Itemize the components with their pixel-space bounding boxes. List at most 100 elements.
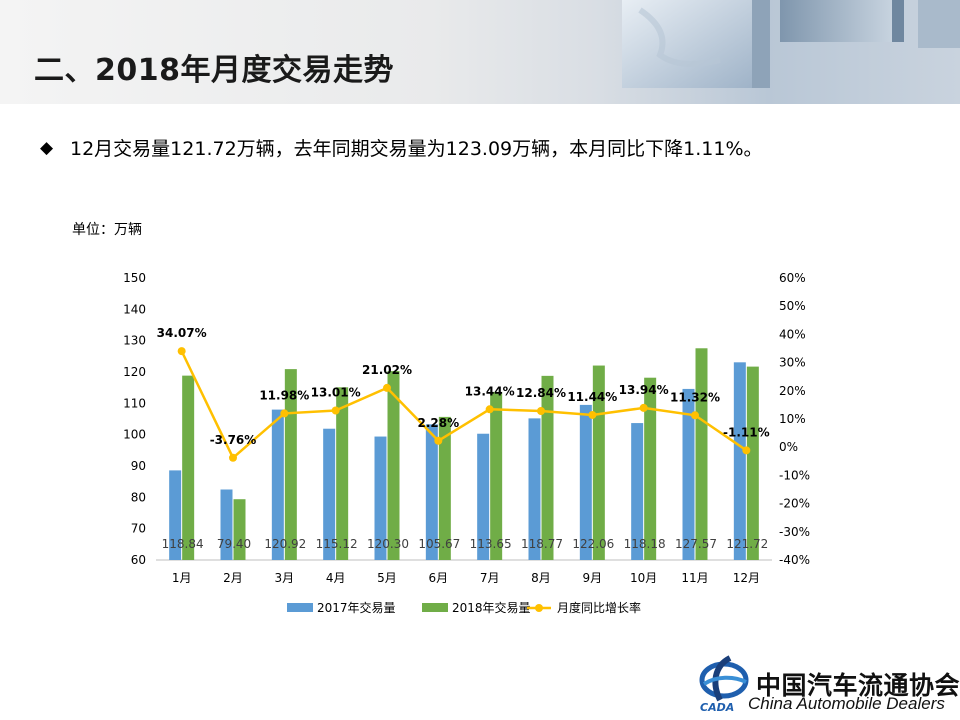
growth-point	[177, 347, 186, 356]
legend-swatch	[287, 603, 313, 612]
right-tick-label: 50%	[779, 299, 806, 313]
growth-point	[742, 446, 751, 455]
logo-text-cn: 中国汽车流通协会	[756, 671, 960, 700]
growth-point	[434, 436, 443, 445]
growth-line-path	[180, 350, 748, 460]
bar-2017	[528, 418, 541, 560]
growth-label: 13.44%	[465, 384, 515, 398]
bar-2017	[374, 436, 387, 560]
category-label: 11月	[681, 571, 708, 585]
right-tick-label: -40%	[779, 553, 810, 567]
right-tick-label: 0%	[779, 440, 798, 454]
bar-2018	[746, 366, 759, 560]
growth-point	[383, 383, 391, 392]
growth-labels: 34.07% -3.76% 11.98% 13.01%21.02% 2.28% 13.44…	[157, 326, 770, 447]
growth-point	[485, 405, 494, 414]
bar-value-label: 118.84	[162, 537, 204, 551]
bar-value-label: 120.92	[264, 537, 306, 551]
bar-2018	[490, 391, 503, 560]
left-tick-label: 130	[123, 334, 146, 348]
legend-label: 2018年交易量	[452, 600, 531, 615]
left-tick-label: 70	[131, 522, 146, 536]
right-tick-label: -10%	[779, 468, 810, 482]
bar-2017	[477, 433, 490, 560]
bar-2018	[695, 348, 708, 560]
growth-label: 2.28%	[418, 416, 460, 430]
bar-2017	[631, 423, 644, 560]
cada-logo-icon: CADA	[699, 655, 749, 714]
bar-2018	[182, 375, 195, 560]
category-label: 1月	[172, 571, 192, 585]
logo-text-en: China Automobile Dealers	[748, 694, 945, 713]
growth-point	[691, 411, 699, 420]
category-label: 8月	[531, 571, 551, 585]
growth-label: -1.11%	[723, 425, 770, 439]
bar-value-label: 115.12	[316, 537, 358, 551]
bar-2017	[220, 489, 233, 560]
growth-label: -3.76%	[210, 433, 257, 447]
bar-2017	[425, 424, 438, 560]
right-tick-label: 10%	[779, 412, 806, 426]
growth-label: 11.98%	[259, 388, 309, 402]
bar-2018	[644, 377, 657, 560]
category-label: 9月	[583, 571, 603, 585]
left-tick-label: 150	[123, 271, 146, 285]
header-decoration	[622, 0, 960, 88]
left-tick-label: 110	[123, 396, 146, 410]
right-tick-label: -30%	[779, 525, 810, 539]
legend: 2017年交易量 2018年交易量 月度同比增长率	[287, 600, 641, 615]
bar-value-label: 127.57	[675, 537, 717, 551]
bar-2017	[323, 428, 336, 560]
bar-value-label: 113.65	[470, 537, 512, 551]
right-tick-label: 30%	[779, 356, 806, 370]
bar-value-label: 122.06	[572, 537, 614, 551]
category-label: 6月	[429, 571, 449, 585]
bar-2018	[284, 369, 297, 560]
growth-label: 34.07%	[157, 326, 207, 340]
bar-value-label: 120.30	[367, 537, 409, 551]
category-label: 2月	[223, 571, 243, 585]
bar-2018	[233, 499, 246, 560]
bar-2018	[438, 416, 451, 560]
growth-point	[280, 409, 289, 418]
left-tick-label: 60	[131, 553, 146, 567]
left-axis-ticks: 60 70 80 90 100 110 120 130 140 150	[123, 271, 146, 567]
right-tick-label: 20%	[779, 384, 806, 398]
right-tick-label: 60%	[779, 271, 806, 285]
bullet-icon: ◆	[40, 138, 54, 158]
bar-value-label: 105.67	[418, 537, 460, 551]
bar-2017	[169, 470, 182, 560]
right-axis-ticks: -40% -30% -20% -10% 0% 10% 20% 30% 40% 50% 60%	[779, 271, 810, 567]
growth-line	[177, 347, 751, 462]
summary-text: 12月交易量121.72万辆，去年同期交易量为123.09万辆，本月同比下降1.…	[70, 138, 763, 160]
growth-label: 13.94%	[619, 383, 669, 397]
category-label: 7月	[480, 571, 500, 585]
bar-2018	[336, 387, 349, 560]
legend-swatch	[422, 603, 448, 612]
growth-point	[229, 453, 237, 462]
bar-2017	[579, 404, 592, 560]
category-label: 10月	[630, 571, 657, 585]
right-tick-label: 40%	[779, 327, 806, 341]
category-label: 3月	[275, 571, 295, 585]
growth-point	[537, 406, 545, 415]
header-banner	[0, 0, 960, 104]
legend-marker	[535, 604, 543, 612]
left-tick-label: 140	[123, 302, 146, 316]
bar-2017	[682, 388, 695, 560]
left-tick-label: 120	[123, 365, 146, 379]
category-label: 5月	[377, 571, 397, 585]
growth-label: 11.32%	[670, 390, 720, 404]
logo-mark: CADA	[700, 701, 734, 714]
legend-label: 月度同比增长率	[557, 600, 641, 615]
bar-2017	[271, 409, 284, 560]
bar-2018	[541, 375, 554, 560]
growth-point	[331, 406, 340, 415]
bar-2017	[733, 362, 746, 560]
bar-value-label: 121.72	[726, 537, 768, 551]
growth-label: 12.84%	[516, 386, 566, 400]
growth-label: 11.44%	[567, 390, 617, 404]
growth-point	[639, 403, 648, 412]
page-title: 二、2018年月度交易走势	[34, 53, 394, 88]
